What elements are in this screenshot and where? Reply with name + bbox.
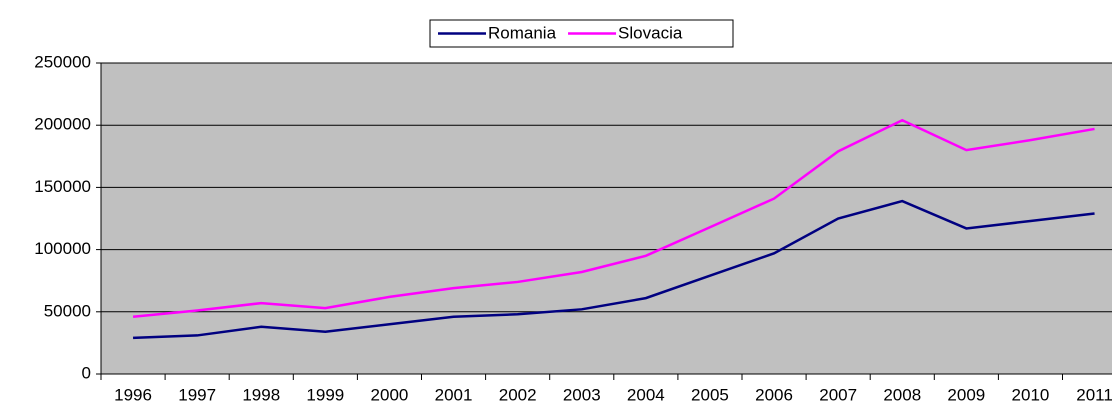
line [132,118,1095,319]
x-tick-label: 2004 [627,385,665,404]
line [133,199,1095,340]
legend-label: Romania [488,23,557,42]
x-tick-label: 2003 [563,385,601,404]
x-tick-label: 2006 [755,385,793,404]
x-tick-label: 2009 [947,385,985,404]
x-tick-label: 2002 [499,385,537,404]
y-tick-label: 200000 [34,115,91,134]
x-tick-label: 1999 [306,385,344,404]
x-tick-label: 2005 [691,385,729,404]
legend-label: Slovacia [618,23,683,42]
x-tick-label: 2000 [371,385,409,404]
y-tick-label: 250000 [34,52,91,71]
x-tick-label: 1997 [178,385,216,404]
x-tick-label: 1998 [242,385,280,404]
y-tick-label: 150000 [34,177,91,196]
x-tick-label: 2008 [883,385,921,404]
x-tick-label: 2010 [1012,385,1050,404]
x-tick-label: 2011 [1076,385,1112,404]
x-tick-label: 1996 [114,385,152,404]
x-tick-label: 2001 [435,385,473,404]
y-tick-label: 100000 [34,239,91,258]
y-tick-label: 0 [82,363,91,382]
y-tick-label: 50000 [44,301,91,320]
x-tick-label: 2007 [819,385,857,404]
